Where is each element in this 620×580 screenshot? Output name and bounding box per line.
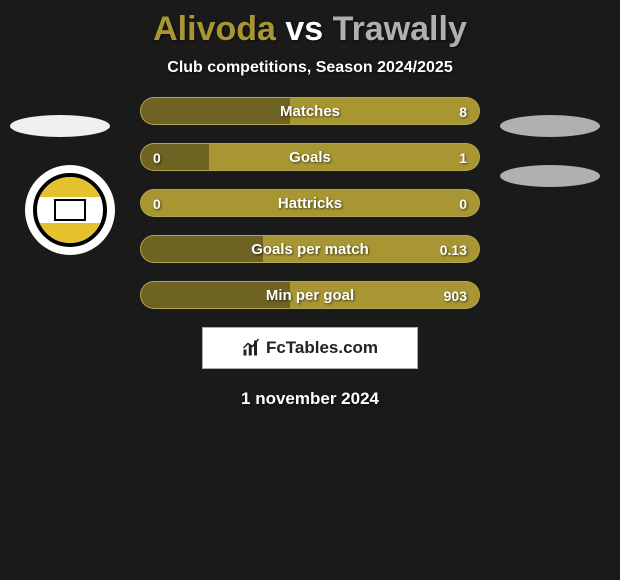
player2-marker-top xyxy=(500,115,600,137)
comparison-title: Alivoda vs Trawally xyxy=(0,0,620,49)
player2-name: Trawally xyxy=(333,10,467,48)
stat-value-right: 903 xyxy=(444,282,467,309)
stat-value-left: 0 xyxy=(153,144,161,171)
club-logo-inner xyxy=(33,173,107,247)
stat-value-right: 1 xyxy=(459,144,467,171)
stat-label: Matches xyxy=(141,98,479,125)
player1-marker-top xyxy=(10,115,110,137)
comparison-content: Matches8Goals01Hattricks00Goals per matc… xyxy=(0,97,620,409)
stat-value-right: 8 xyxy=(459,98,467,125)
brand-box[interactable]: FcTables.com xyxy=(202,327,418,369)
stats-bars: Matches8Goals01Hattricks00Goals per matc… xyxy=(140,97,480,309)
player1-name: Alivoda xyxy=(153,10,276,48)
stat-row: Goals per match0.13 xyxy=(140,235,480,263)
stat-value-right: 0.13 xyxy=(440,236,467,263)
player2-marker-mid xyxy=(500,165,600,187)
brand-text: FcTables.com xyxy=(266,338,378,358)
vs-text: vs xyxy=(285,10,323,48)
subtitle: Club competitions, Season 2024/2025 xyxy=(0,59,620,77)
stat-row: Hattricks0 0 xyxy=(140,189,480,217)
stat-label: Goals xyxy=(141,144,479,171)
date-text: 1 november 2024 xyxy=(0,389,620,409)
club-logo xyxy=(25,165,115,255)
stat-value-right: 0 xyxy=(459,190,467,217)
stat-label: Hattricks xyxy=(141,190,479,217)
club-logo-center xyxy=(54,199,86,221)
stat-value-left: 0 xyxy=(153,190,161,217)
chart-icon xyxy=(242,339,260,357)
club-logo-decor-bottom xyxy=(37,223,107,243)
stat-row: Matches8 xyxy=(140,97,480,125)
club-logo-decor-top xyxy=(37,177,107,197)
stat-row: Min per goal903 xyxy=(140,281,480,309)
stat-row: Goals0 1 xyxy=(140,143,480,171)
stat-label: Min per goal xyxy=(141,282,479,309)
stat-label: Goals per match xyxy=(141,236,479,263)
